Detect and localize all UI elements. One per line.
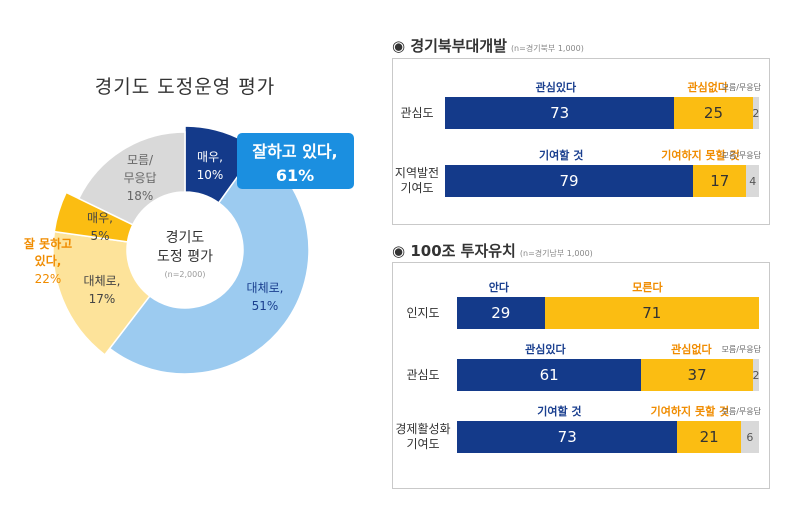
bar-segment: 2 xyxy=(752,97,759,129)
row-label: 경제활성화 기여도 xyxy=(393,422,453,452)
bar-segment: 73 xyxy=(445,97,675,129)
bullet-icon: ◉ xyxy=(392,242,406,260)
row-label-line: 지역발전 xyxy=(394,166,440,180)
callout-box xyxy=(237,133,354,189)
row-label: 관심도 xyxy=(393,106,441,121)
legend-label: 기여하지 못할 것 xyxy=(650,405,730,418)
bar-segment: 73 xyxy=(457,421,678,453)
bar-segment: 17 xyxy=(693,165,747,197)
panel-1-title: ◉ 경기북부대개발 (n=경기북부 1,000) xyxy=(392,35,584,56)
panel-1-subtitle: (n=경기북부 1,000) xyxy=(510,44,584,53)
bar-segment: 29 xyxy=(457,297,545,329)
legend-label: 모름/무응답 xyxy=(721,83,762,92)
row-label-line: 관심도 xyxy=(400,106,434,120)
row-label-line: 기여도 xyxy=(406,437,440,451)
bar-segment: 25 xyxy=(674,97,753,129)
legend-label: 기여하지 못할 것 xyxy=(661,149,740,162)
slice-label: 매우, xyxy=(197,150,223,164)
callout-value: 61% xyxy=(276,166,314,185)
callout-label: 잘하고 있다, xyxy=(252,142,337,161)
panel-1-title-text: 경기북부대개발 xyxy=(410,37,507,55)
legend-label: 안다 xyxy=(488,281,510,294)
panel-2-title-text: 100조 투자유치 xyxy=(410,242,516,260)
bar-segment: 37 xyxy=(641,359,753,391)
bar-segment: 79 xyxy=(445,165,694,197)
row-label-line: 관심도 xyxy=(406,368,440,382)
legend-label: 모른다 xyxy=(632,281,663,294)
slice-value: 18% xyxy=(127,189,154,203)
bar-segment: 4 xyxy=(746,165,759,197)
row-label-line: 기여도 xyxy=(400,181,434,195)
bar-segment: 6 xyxy=(740,421,759,453)
legend-label: 관심없다 xyxy=(687,81,728,94)
center-sub: (n=2,000) xyxy=(165,270,206,279)
panel-1-box: 관심도 73 관심있다 25 관심없다 2 모름/무응답 지역발전 기여도 79 기여할 것 17 기여… xyxy=(392,58,770,225)
slice-label: 대체로, xyxy=(84,274,121,288)
legend-label: 기여할 것 xyxy=(539,149,584,162)
slice-value: 5% xyxy=(90,229,109,243)
legend-label: 모름/무응답 xyxy=(721,151,762,160)
pie-chart-title: 경기도 도정운영 평가 xyxy=(94,76,276,98)
row-label-line: 인지도 xyxy=(406,306,440,320)
slice-label: 모름/ xyxy=(127,153,154,167)
row-label-line: 경제활성화 xyxy=(395,422,451,436)
group-label: 잘 못하고 xyxy=(24,236,72,251)
center-label: 경기도 xyxy=(166,230,205,246)
bullet-icon: ◉ xyxy=(392,37,406,55)
panel-2-box: 인지도 29 안다 71 모른다 관심도 61 관심있다 37 관심없다 2 모름/무응답 경제활성화 기… xyxy=(392,262,770,489)
bar-segment: 61 xyxy=(457,359,642,391)
slice-value: 17% xyxy=(89,292,116,306)
slice-label: 대체로, xyxy=(247,281,284,295)
panel-2-subtitle: (n=경기남부 1,000) xyxy=(519,249,593,258)
slice-label: 무응답 xyxy=(123,171,156,185)
legend-label: 관심있다 xyxy=(535,81,577,94)
bar-segment: 71 xyxy=(544,297,759,329)
bar-segment: 21 xyxy=(677,421,741,453)
panel-2-title: ◉ 100조 투자유치 (n=경기남부 1,000) xyxy=(392,240,593,261)
donut-hole xyxy=(127,192,243,308)
group-label: 있다, xyxy=(35,253,62,268)
legend-label: 관심있다 xyxy=(525,343,566,356)
slice-value: 51% xyxy=(252,299,279,313)
row-label: 지역발전 기여도 xyxy=(393,166,441,196)
legend-label: 모름/무응답 xyxy=(721,345,762,354)
row-label: 관심도 xyxy=(393,368,453,383)
slice-value: 10% xyxy=(197,168,224,182)
center-label: 도정 평가 xyxy=(157,249,213,265)
group-value: 22% xyxy=(35,272,62,286)
bar-segment: 2 xyxy=(752,359,759,391)
slice-label: 매우, xyxy=(87,211,113,225)
legend-label: 기여할 것 xyxy=(537,405,582,418)
legend-label: 관심없다 xyxy=(671,343,712,356)
legend-label: 모름/무응답 xyxy=(721,407,762,416)
row-label: 인지도 xyxy=(393,306,453,321)
